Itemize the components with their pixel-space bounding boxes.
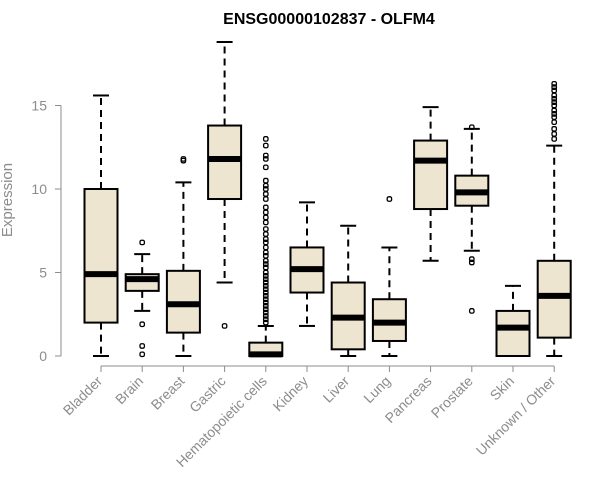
outlier-point	[262, 142, 269, 149]
outlier-point	[262, 272, 269, 279]
outlier-point	[262, 303, 269, 309]
outlier-point	[262, 299, 269, 306]
y-tick-label: 10	[31, 181, 47, 197]
outlier-point	[262, 261, 269, 268]
outlier-point	[262, 231, 269, 237]
y-tick-label: 5	[39, 265, 47, 281]
x-tick-label: Lung	[360, 373, 393, 406]
outlier-point	[262, 309, 269, 316]
box-iqr	[83, 188, 119, 324]
box-iqr	[413, 139, 449, 211]
box-group	[495, 284, 531, 358]
y-axis-label: Expression	[0, 163, 16, 237]
outlier-point	[262, 276, 269, 283]
x-tick-label: Breast	[148, 373, 188, 413]
outlier-point	[468, 256, 475, 262]
x-tick-label: Prostate	[428, 373, 476, 421]
x-tick-label: Skin	[487, 373, 518, 404]
outlier-point	[551, 136, 558, 142]
outlier-point	[551, 92, 558, 99]
outlier-point	[262, 236, 269, 242]
outlier-point	[262, 191, 269, 197]
box-group	[536, 80, 572, 357]
outlier-point	[551, 80, 558, 87]
box-group	[371, 196, 407, 357]
box-group	[454, 124, 490, 314]
outlier-point	[386, 196, 393, 202]
outlier-point	[551, 119, 558, 126]
box-group	[124, 239, 160, 358]
outlier-point	[262, 257, 269, 264]
outlier-point	[262, 269, 269, 276]
outlier-point	[139, 321, 146, 328]
outlier-point	[262, 136, 269, 142]
outlier-point	[139, 351, 146, 358]
outlier-point	[262, 152, 269, 159]
x-tick-label: Bladder	[60, 373, 106, 419]
outlier-point	[551, 84, 558, 90]
outlier-point	[262, 156, 269, 162]
box-group	[165, 156, 201, 357]
outlier-point	[262, 286, 269, 293]
box-iqr	[495, 309, 531, 358]
x-tick-label: Kidney	[270, 373, 312, 415]
outlier-point	[468, 124, 475, 131]
outlier-point	[262, 293, 269, 299]
outlier-point	[221, 323, 228, 329]
outlier-point	[139, 239, 146, 246]
box-group	[248, 136, 284, 358]
outlier-point	[262, 204, 269, 211]
plot-area	[83, 41, 572, 358]
outlier-point	[262, 177, 269, 184]
outlier-point	[262, 306, 269, 313]
outlier-point	[551, 131, 558, 137]
outlier-point	[262, 296, 269, 303]
outlier-point	[262, 209, 269, 216]
y-axis: 0 5 10 15	[31, 98, 62, 364]
outlier-point	[262, 249, 269, 256]
y-tick-label: 15	[31, 98, 47, 114]
outlier-point	[262, 313, 269, 319]
outlier-point	[468, 259, 475, 266]
outlier-point	[551, 126, 558, 132]
outlier-point	[262, 244, 269, 251]
chart-title: ENSG00000102837 - OLFM4	[223, 11, 435, 28]
box-iqr	[207, 124, 243, 201]
x-tick-label: Liver	[320, 373, 353, 406]
box-group	[83, 94, 119, 357]
outlier-point	[262, 214, 269, 221]
outlier-point	[139, 343, 146, 349]
outlier-point	[180, 156, 187, 162]
outlier-point	[468, 308, 475, 314]
box-iqr	[536, 259, 572, 339]
box-group	[207, 41, 243, 329]
x-tick-label: Brain	[112, 373, 146, 407]
y-tick-label: 0	[39, 348, 47, 364]
outlier-point	[551, 107, 558, 114]
box-group	[413, 106, 449, 262]
outlier-point	[262, 164, 269, 171]
outlier-point	[262, 283, 269, 289]
outlier-point	[551, 95, 558, 102]
outlier-point	[262, 316, 269, 323]
outlier-point	[262, 289, 269, 296]
outlier-point	[551, 111, 558, 117]
outlier-point	[262, 182, 269, 189]
box-group	[330, 224, 366, 357]
outlier-point	[262, 319, 269, 326]
outlier-point	[551, 99, 558, 106]
outlier-point	[262, 219, 269, 226]
outlier-point	[262, 279, 269, 286]
outlier-point	[262, 196, 269, 202]
outlier-point	[262, 226, 269, 232]
box-group	[289, 201, 325, 327]
